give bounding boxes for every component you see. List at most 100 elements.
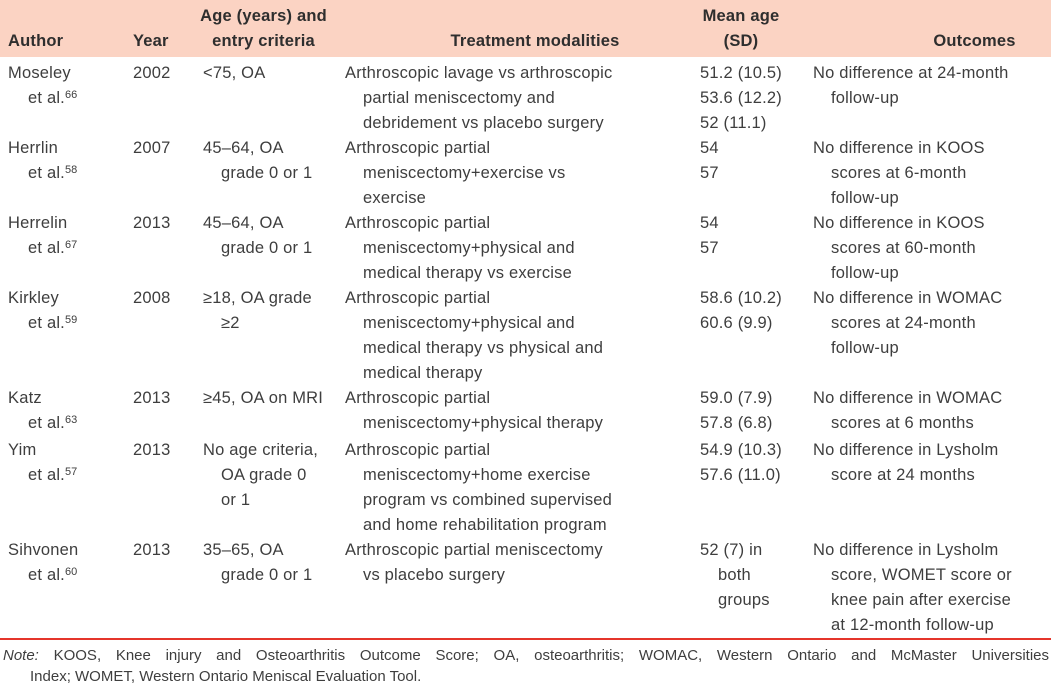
age-line: grade 0 or 1 — [221, 566, 313, 584]
mean-age-line: 57.8 (6.8) — [700, 414, 773, 432]
outcome-line: follow-up — [831, 339, 899, 357]
mean-age-line: 57 — [700, 239, 719, 257]
mean-age-line: 53.6 (12.2) — [700, 89, 783, 107]
treatment-line: meniscectomy+physical therapy — [363, 414, 604, 432]
age-line: <75, OA — [203, 64, 266, 82]
year-value: 2013 — [133, 214, 171, 232]
year-value: 2013 — [133, 441, 171, 459]
age-line: grade 0 or 1 — [221, 164, 313, 182]
reference-superscript: 57 — [64, 466, 78, 478]
age-line: ≥18, OA grade — [203, 289, 312, 307]
reference-superscript: 58 — [64, 164, 78, 176]
mean-age-line: groups — [718, 591, 770, 609]
treatment-cell: Arthroscopic partial meniscectomy+exercis… — [340, 136, 695, 211]
outcomes-cell: No difference in KOOS scores at 6-month fo… — [808, 136, 1051, 211]
col-header-treatment: Treatment modalities — [340, 0, 695, 57]
treatment-line: Arthroscopic partial — [345, 289, 491, 307]
year-cell: 2013 — [125, 211, 187, 286]
mean-age-cell: 52 (7) in both groups — [695, 538, 808, 638]
treatment-line: Arthroscopic partial — [345, 441, 491, 459]
col-header-age-line2: entry criteria — [212, 32, 315, 50]
col-header-year: Year — [125, 0, 187, 57]
outcomes-cell: No difference at 24-month follow-up — [808, 57, 1051, 136]
outcome-line: follow-up — [831, 264, 899, 282]
year-cell: 2013 — [125, 438, 187, 538]
mean-age-line: 57 — [700, 164, 719, 182]
note-line-2: Index; WOMET, Western Ontario Meniscal E… — [30, 668, 422, 685]
study-row: Kirkley et al.59 2008 ≥18, OA grade ≥2 Arthro… — [0, 286, 1051, 386]
study-row: Moseley et al.66 2002 <75, OA Arthroscopic l… — [0, 57, 1051, 136]
reference-superscript: 60 — [64, 566, 78, 578]
col-header-author: Author — [0, 0, 125, 57]
col-header-age-criteria: Age (years) and entry criteria — [187, 0, 340, 57]
outcome-line: follow-up — [831, 89, 899, 107]
age-line: or 1 — [221, 491, 251, 509]
mean-age-cell: 54 57 — [695, 136, 808, 211]
age-line: 45–64, OA — [203, 214, 284, 232]
treatment-cell: Arthroscopic lavage vs arthroscopic parti… — [340, 57, 695, 136]
note-text-1: KOOS, Knee injury and Osteoarthritis Out… — [53, 647, 1049, 664]
study-row: Herrlin et al.58 2007 45–64, OA grade 0 or 1… — [0, 136, 1051, 211]
author-cell: Herrelin et al.67 — [0, 211, 125, 286]
mean-age-line: 52 (11.1) — [700, 114, 767, 132]
note-line-1: Note: KOOS, Knee injury and Osteoarthrit… — [3, 645, 1049, 666]
mean-age-cell: 54 57 — [695, 211, 808, 286]
mean-age-cell: 54.9 (10.3) 57.6 (11.0) — [695, 438, 808, 538]
treatment-cell: Arthroscopic partial meniscectomy+home ex… — [340, 438, 695, 538]
mean-age-line: 54.9 (10.3) — [700, 441, 783, 459]
outcome-line: No difference at 24-month — [813, 64, 1009, 82]
author-cell: Yim et al.57 — [0, 438, 125, 538]
outcome-line: scores at 6 months — [831, 414, 974, 432]
author-name: Kirkley — [8, 289, 59, 307]
outcome-line: No difference in Lysholm — [813, 441, 999, 459]
treatment-line: Arthroscopic partial — [345, 389, 491, 407]
study-table: Author Year Age (years) and entry criter… — [0, 0, 1051, 638]
outcome-line: scores at 60-month — [831, 239, 976, 257]
treatment-line: Arthroscopic partial meniscectomy — [345, 541, 603, 559]
age-line: ≥45, OA on MRI — [203, 389, 324, 407]
treatment-line: medical therapy vs physical and — [363, 339, 604, 357]
mean-age-cell: 58.6 (10.2) 60.6 (9.9) — [695, 286, 808, 386]
outcome-line: knee pain after exercise — [831, 591, 1011, 609]
col-header-outcomes: Outcomes — [808, 0, 1051, 57]
treatment-cell: Arthroscopic partial meniscectomy+physica… — [340, 386, 695, 438]
treatment-line: exercise — [363, 189, 427, 207]
outcome-line: No difference in KOOS — [813, 214, 985, 232]
author-cell: Sihvonen et al.60 — [0, 538, 125, 638]
age-line: OA grade 0 — [221, 466, 307, 484]
study-table-body: Moseley et al.66 2002 <75, OA Arthroscopic l… — [0, 57, 1051, 638]
year-cell: 2002 — [125, 57, 187, 136]
note-label: Note: — [3, 647, 39, 664]
table-note: Note: KOOS, Knee injury and Osteoarthrit… — [0, 645, 1051, 687]
mean-age-cell: 51.2 (10.5) 53.6 (12.2) 52 (11.1) — [695, 57, 808, 136]
treatment-line: medical therapy vs exercise — [363, 264, 572, 282]
age-line: grade 0 or 1 — [221, 239, 313, 257]
author-name: Moseley — [8, 64, 71, 82]
col-header-mean-age: Mean age (SD) — [695, 0, 808, 57]
treatment-line: meniscectomy+exercise vs — [363, 164, 566, 182]
outcomes-cell: No difference in KOOS scores at 60-month f… — [808, 211, 1051, 286]
treatment-line: debridement vs placebo surgery — [363, 114, 604, 132]
treatment-line: Arthroscopic lavage vs arthroscopic — [345, 64, 613, 82]
outcome-line: at 12-month follow-up — [831, 616, 994, 634]
author-cell: Moseley et al.66 — [0, 57, 125, 136]
author-etal: et al.66 — [28, 89, 78, 107]
outcomes-cell: No difference in Lysholm score, WOMET sco… — [808, 538, 1051, 638]
mean-age-line: 51.2 (10.5) — [700, 64, 783, 82]
outcomes-cell: No difference in Lysholm score at 24 mont… — [808, 438, 1051, 538]
author-name: Katz — [8, 389, 42, 407]
author-etal: et al.59 — [28, 314, 78, 332]
age-line: 35–65, OA — [203, 541, 284, 559]
author-etal: et al.58 — [28, 164, 78, 182]
author-name: Sihvonen — [8, 541, 79, 559]
study-row: Yim et al.57 2013 No age criteria, OA grade … — [0, 438, 1051, 538]
mean-age-line: 57.6 (11.0) — [700, 466, 781, 484]
age-criteria-cell: 45–64, OA grade 0 or 1 — [187, 211, 340, 286]
year-value: 2008 — [133, 289, 171, 307]
age-criteria-cell: No age criteria, OA grade 0 or 1 — [187, 438, 340, 538]
mean-age-line: 59.0 (7.9) — [700, 389, 773, 407]
age-line: No age criteria, — [203, 441, 319, 459]
outcome-line: No difference in WOMAC — [813, 289, 1003, 307]
age-line: 45–64, OA — [203, 139, 284, 157]
year-cell: 2007 — [125, 136, 187, 211]
